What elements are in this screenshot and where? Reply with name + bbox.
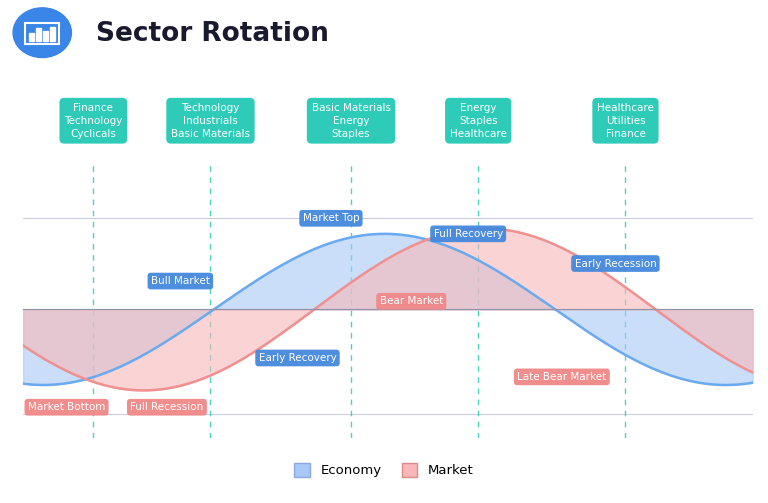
Bar [49, 27, 55, 41]
Text: Bear Market: Bear Market [379, 296, 443, 306]
Bar [43, 31, 48, 41]
Text: Energy
Staples
Healthcare: Energy Staples Healthcare [450, 103, 507, 139]
Text: Basic Materials
Energy
Staples: Basic Materials Energy Staples [312, 103, 390, 139]
Bar [29, 33, 34, 41]
Circle shape [13, 8, 71, 57]
Text: Early Recovery: Early Recovery [259, 353, 336, 363]
Text: Late Bear Market: Late Bear Market [518, 372, 607, 382]
Text: Market Bottom: Market Bottom [28, 402, 105, 412]
Legend: Economy, Market: Economy, Market [294, 463, 474, 477]
Text: Full Recovery: Full Recovery [434, 229, 503, 239]
Text: Finance
Technology
Cyclicals: Finance Technology Cyclicals [65, 103, 123, 139]
Text: Technology
Industrials
Basic Materials: Technology Industrials Basic Materials [171, 103, 250, 139]
Text: Market Top: Market Top [303, 213, 359, 223]
Text: Bull Market: Bull Market [151, 276, 210, 286]
Text: Sector Rotation: Sector Rotation [96, 21, 329, 47]
Text: Healthcare
Utilities
Finance: Healthcare Utilities Finance [597, 103, 654, 139]
Bar [25, 23, 59, 44]
Text: Full Recession: Full Recession [131, 402, 204, 412]
Bar [35, 28, 41, 41]
Text: Early Recession: Early Recession [574, 259, 657, 269]
